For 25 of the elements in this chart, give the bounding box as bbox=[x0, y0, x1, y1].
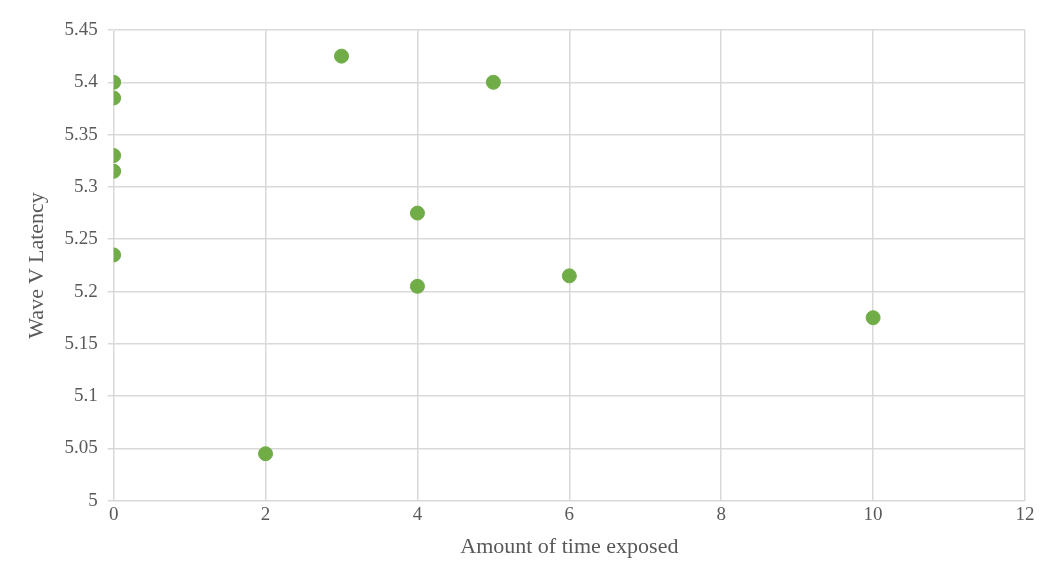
point bbox=[561, 268, 577, 284]
y-tick-label: 5.1 bbox=[73, 384, 98, 406]
x-tick-label: 2 bbox=[260, 503, 271, 525]
y-tick-label: 5.4 bbox=[73, 70, 99, 92]
x-axis-title: Amount of time exposed bbox=[460, 532, 679, 558]
point bbox=[409, 205, 425, 221]
x-tick-label: 12 bbox=[1015, 503, 1035, 525]
y-tick-label: 5.2 bbox=[73, 279, 98, 301]
point bbox=[258, 446, 274, 462]
y-tick-label: 5.3 bbox=[73, 174, 98, 196]
y-tick-label: 5.05 bbox=[64, 436, 98, 458]
point bbox=[485, 74, 501, 90]
point bbox=[333, 48, 349, 64]
y-tick-label: 5.25 bbox=[64, 227, 98, 249]
x-tick-label: 6 bbox=[564, 503, 575, 525]
y-tick-label: 5.35 bbox=[64, 122, 98, 144]
point bbox=[409, 278, 425, 294]
y-tick-label: 5.15 bbox=[64, 331, 98, 353]
x-tick-label: 10 bbox=[863, 503, 883, 525]
x-tick-label: 4 bbox=[412, 503, 423, 525]
x-tick-label: 0 bbox=[108, 503, 119, 525]
y-axis-title: Wave V Latency bbox=[22, 192, 48, 339]
x-tick-label: 8 bbox=[716, 503, 726, 525]
y-tick-label: 5 bbox=[88, 488, 98, 510]
y-tick-label: 5.45 bbox=[64, 17, 98, 39]
